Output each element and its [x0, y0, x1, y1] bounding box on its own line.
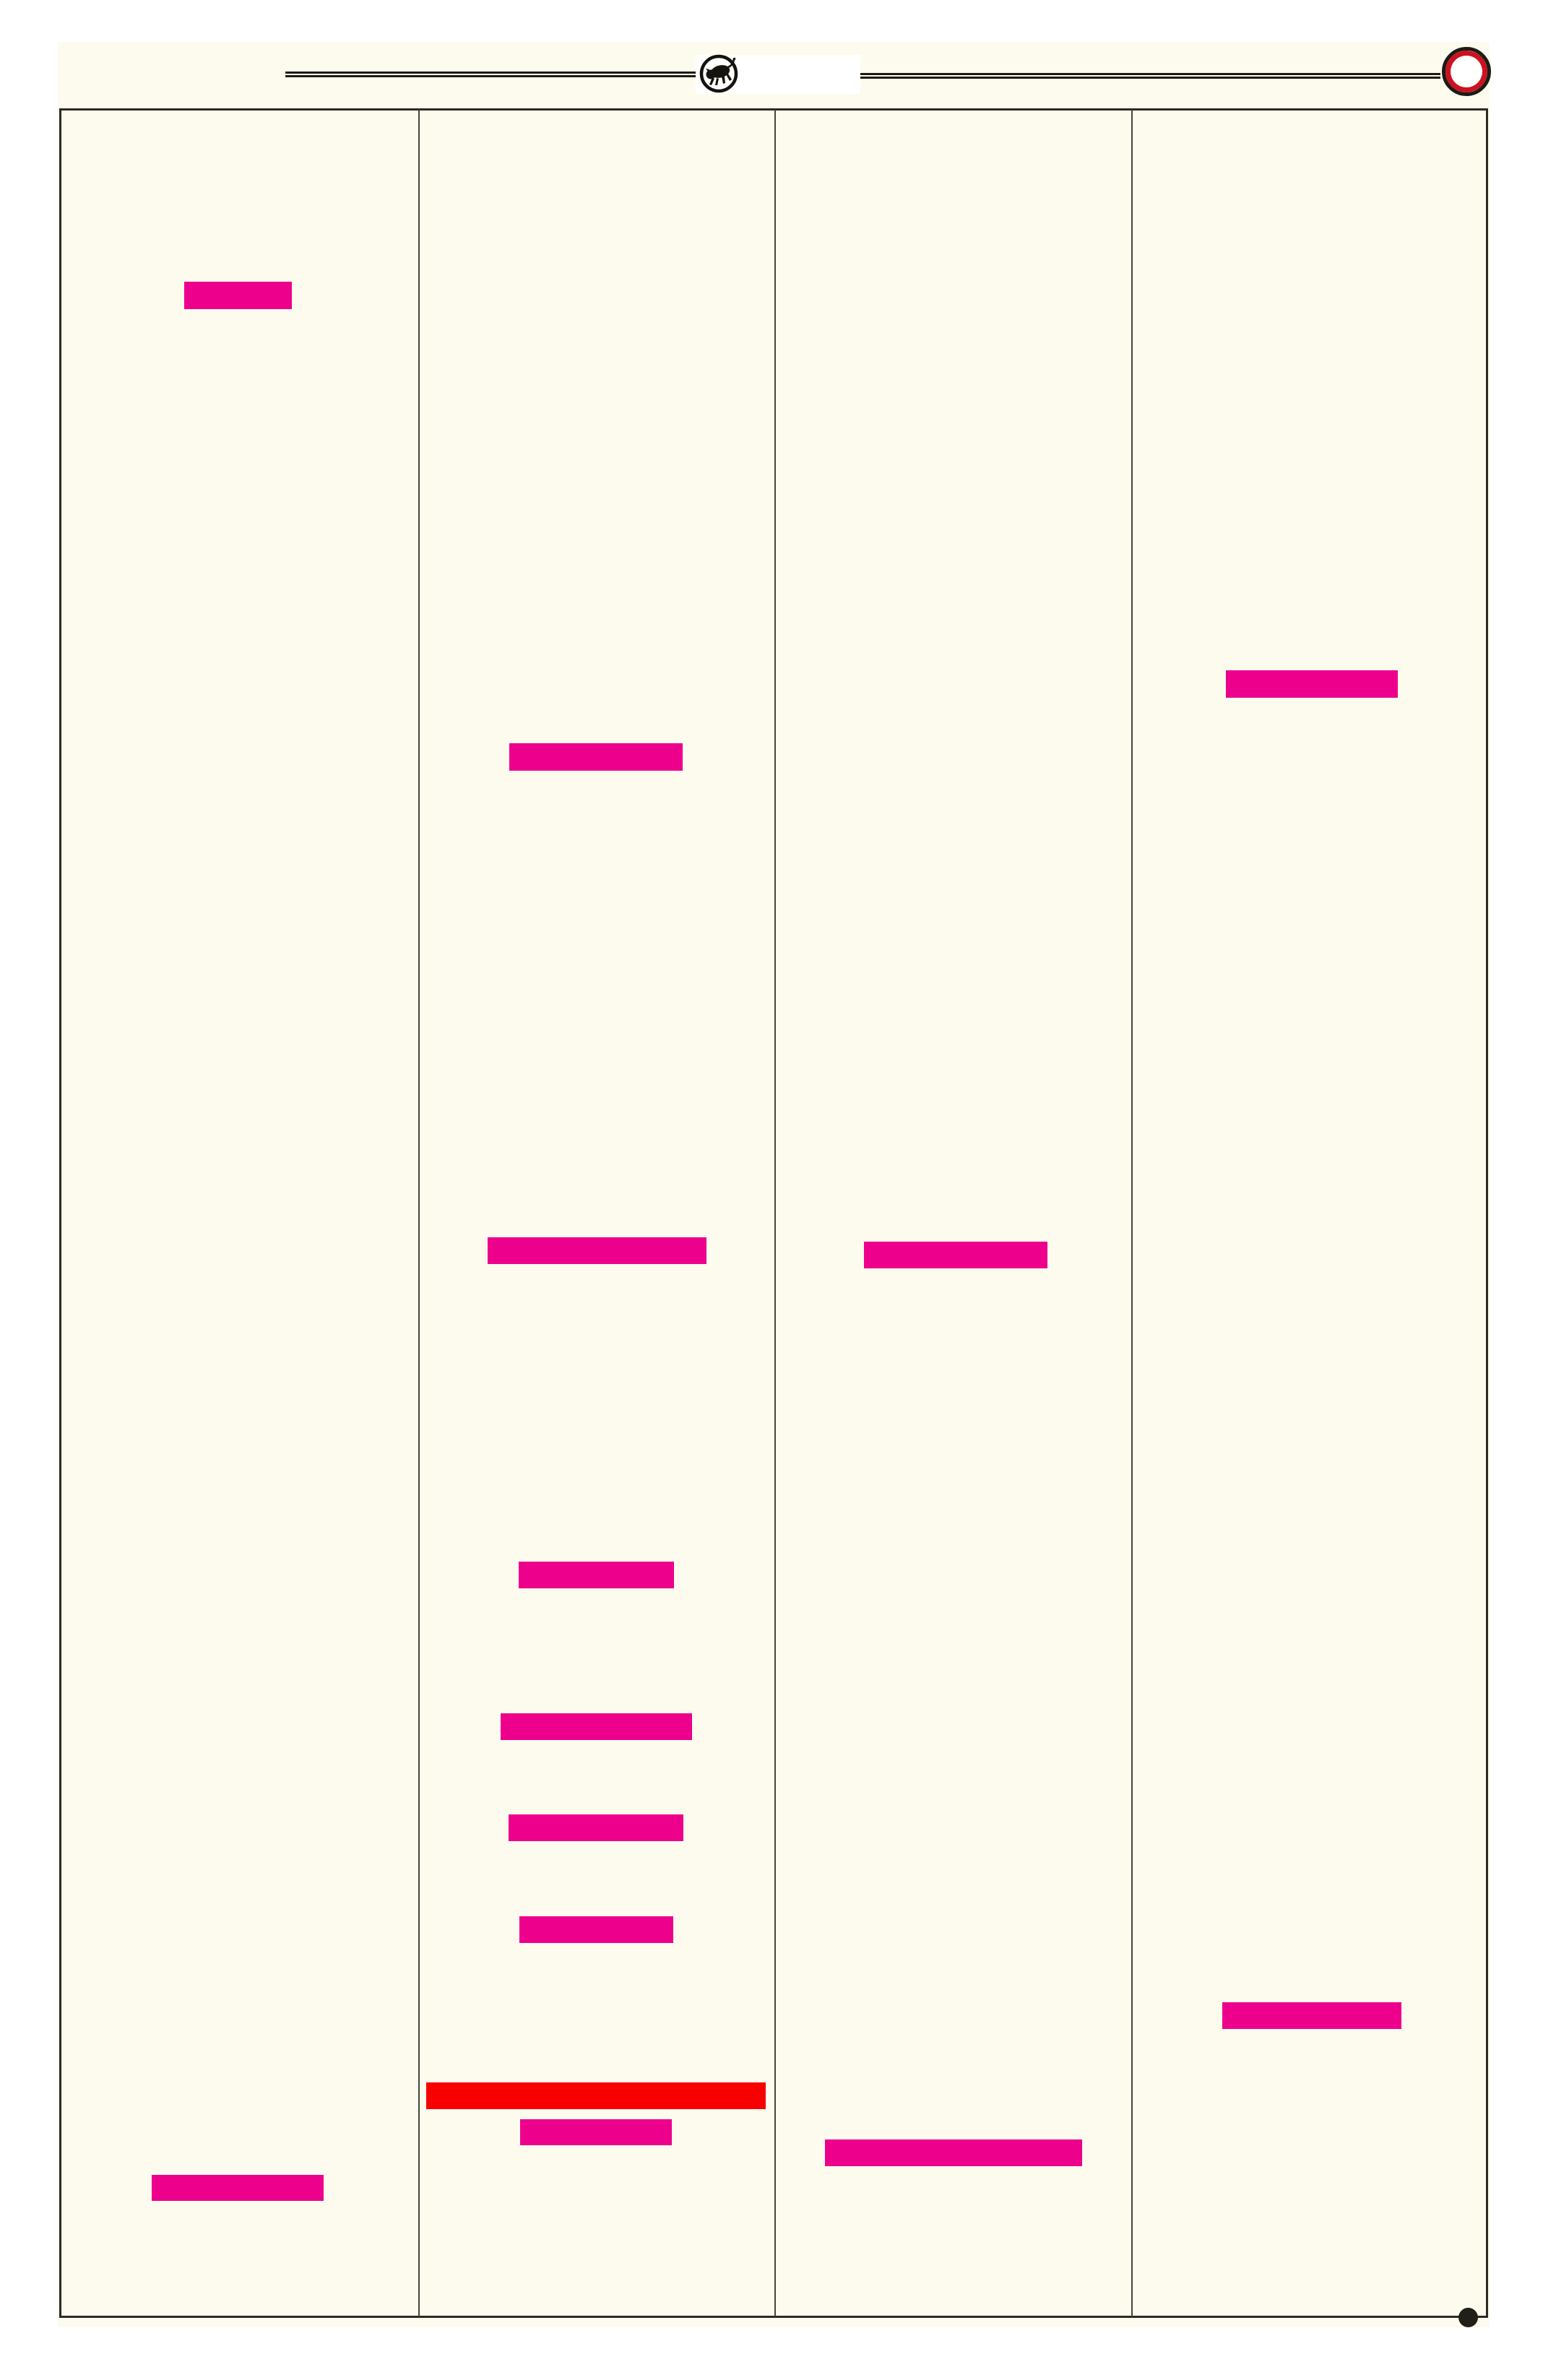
redacted-text-bar — [426, 2082, 766, 2109]
bull-in-circle-icon — [698, 52, 741, 95]
redacted-text-bar — [864, 1242, 1047, 1268]
redacted-text-bar — [488, 1237, 706, 1264]
column-divider — [1131, 110, 1133, 2316]
redacted-text-bar — [519, 1562, 674, 1588]
redacted-text-bar — [184, 282, 292, 309]
redacted-text-bar — [519, 1916, 673, 1943]
redacted-text-bar — [520, 2119, 672, 2145]
paper-sheet — [58, 42, 1490, 2327]
redacted-text-bar — [152, 2175, 324, 2201]
redacted-text-bar — [509, 743, 683, 771]
redacted-text-bar — [509, 1814, 683, 1841]
redacted-text-bar — [825, 2139, 1082, 2166]
redacted-text-bar — [1222, 2002, 1401, 2029]
redacted-text-bar — [1226, 670, 1398, 698]
black-dot-icon — [1458, 2308, 1478, 2327]
masthead-right-rule — [858, 73, 1440, 79]
masthead-left-rule — [285, 72, 697, 77]
column-divider — [418, 110, 420, 2316]
redacted-text-bar — [501, 1713, 692, 1740]
column-divider — [774, 110, 776, 2316]
red-ring-icon — [1442, 47, 1491, 96]
content-frame — [59, 108, 1488, 2318]
